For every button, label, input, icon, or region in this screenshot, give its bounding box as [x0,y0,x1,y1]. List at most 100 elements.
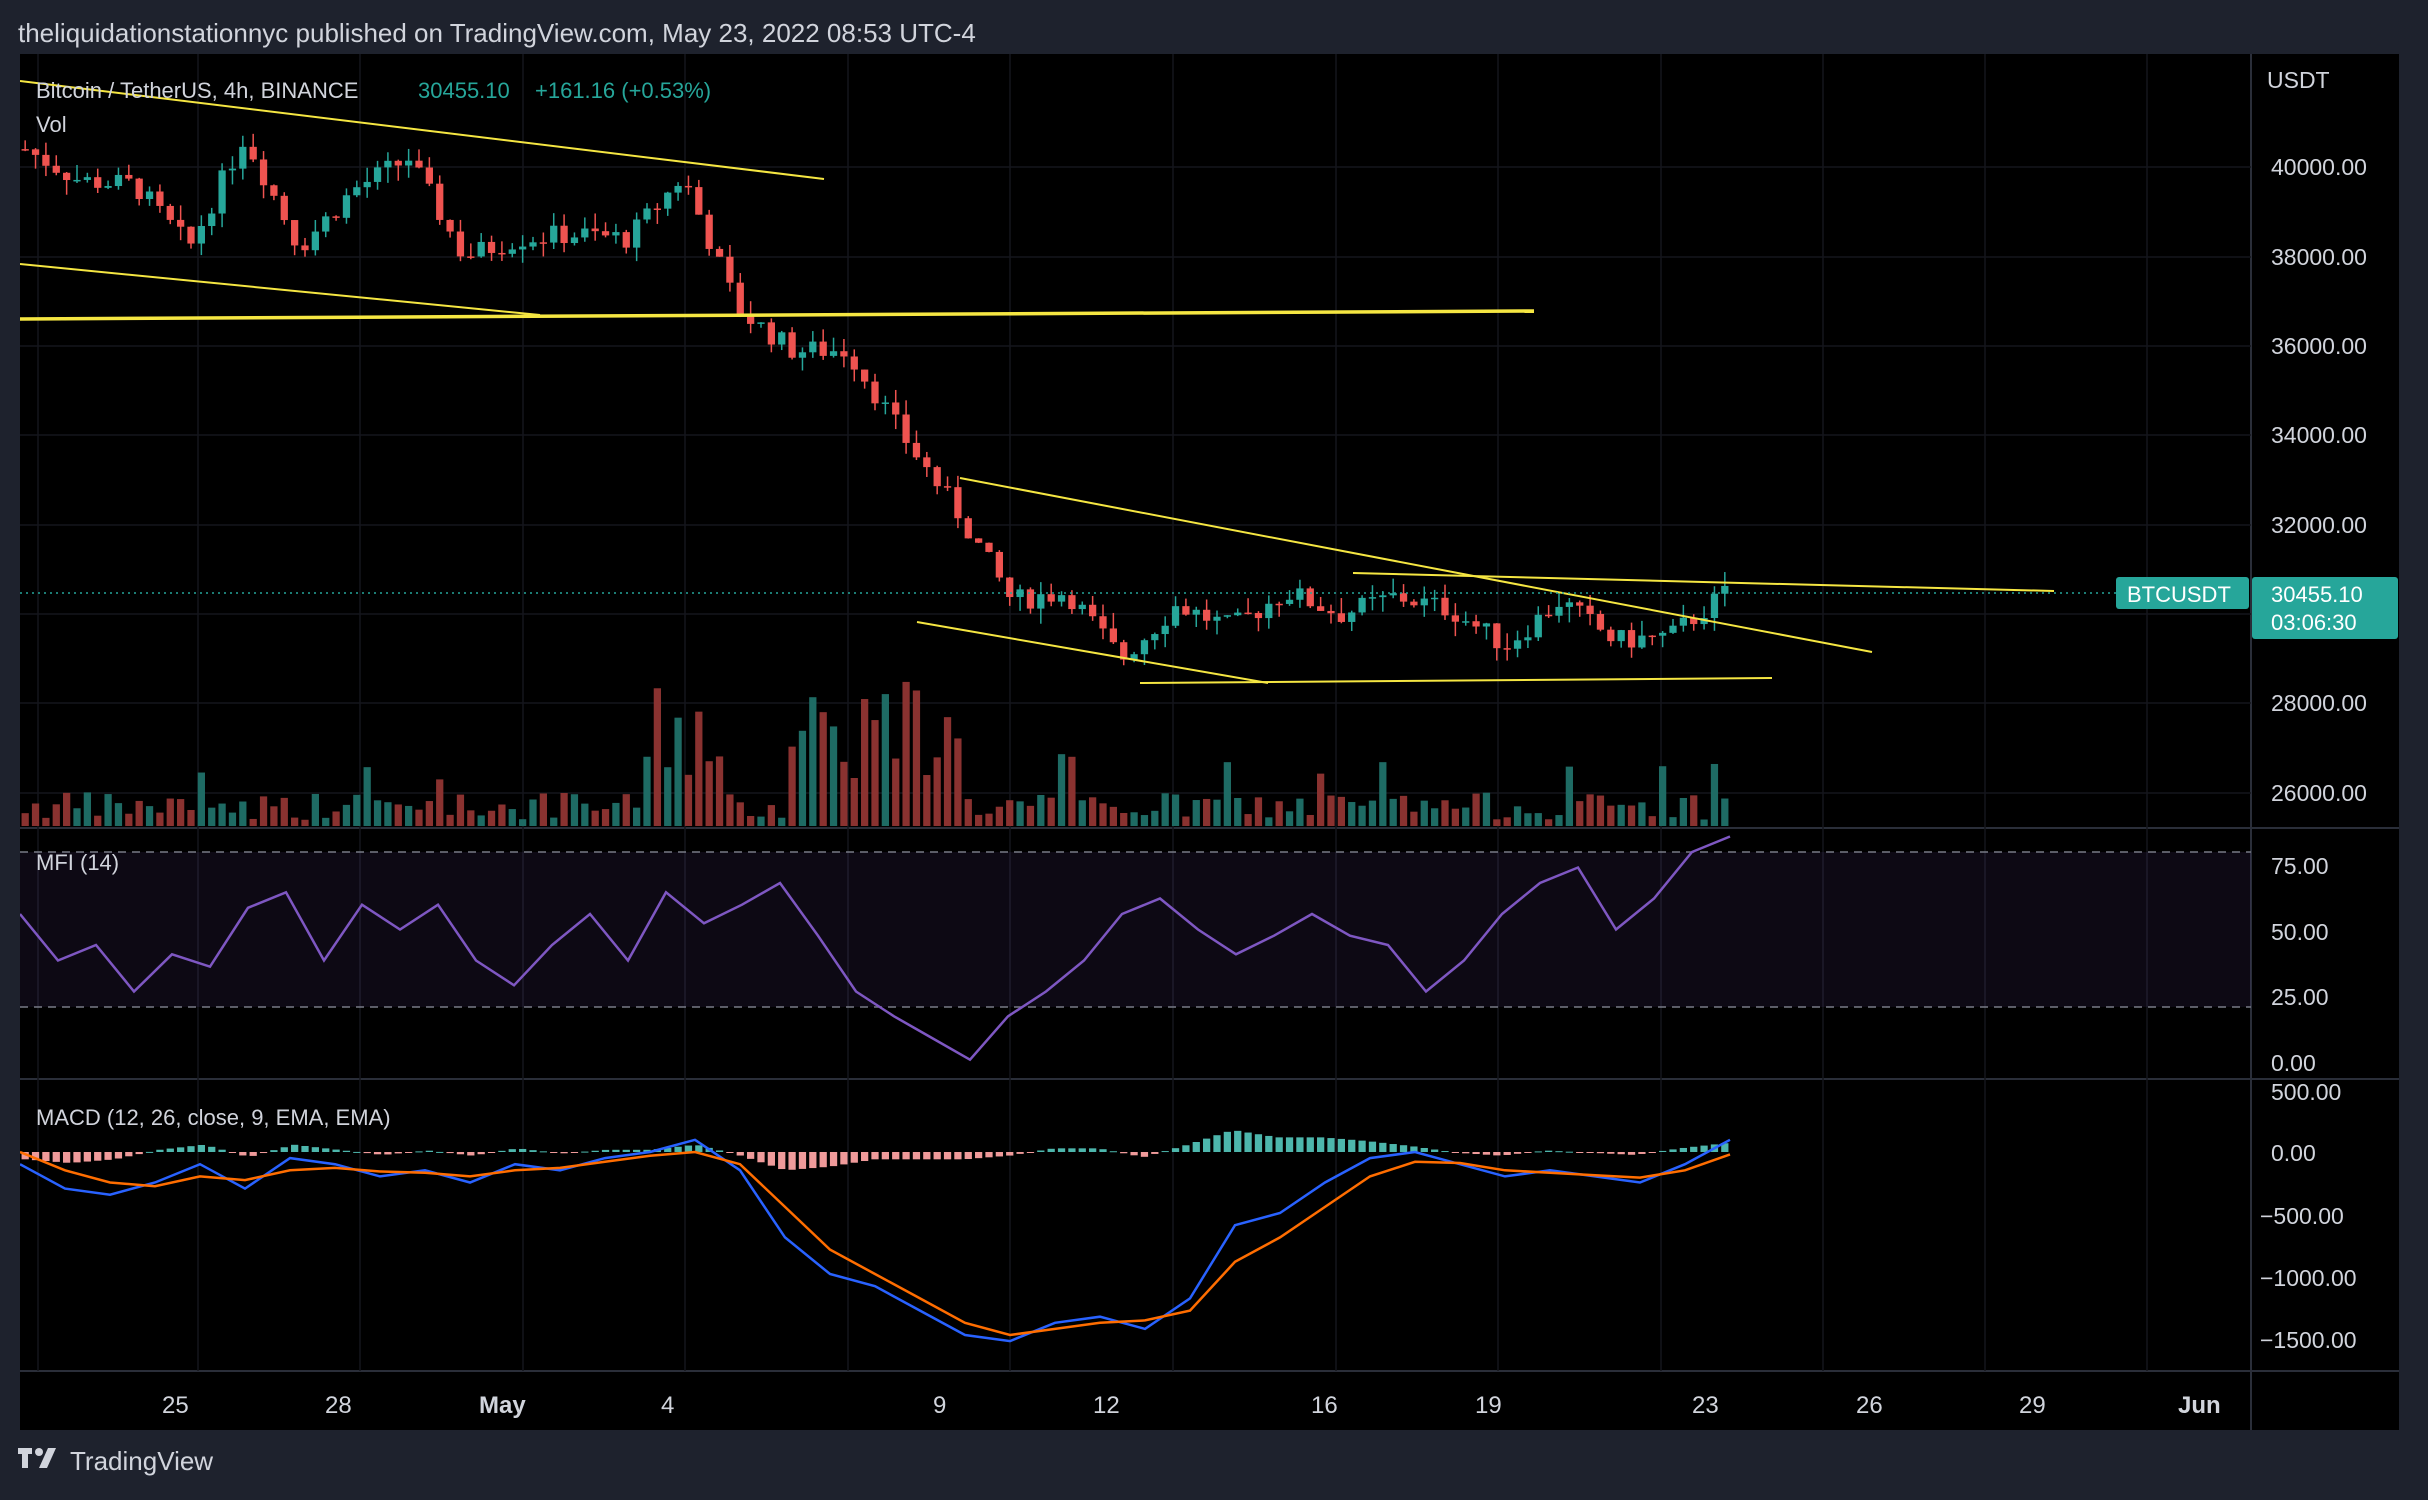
volume-bar [1493,819,1501,826]
footer-brand[interactable]: TradingView [70,1446,214,1476]
macd-hist-bar [218,1149,226,1152]
volume-bar [798,730,807,826]
candle-body [581,228,589,238]
macd-scale[interactable]: 500.00 0.00 −500.00 −1000.00 −1500.00 [2260,1079,2357,1353]
volume-bar [1192,800,1200,826]
volume-bar [1617,804,1625,826]
volume-bar [601,809,610,826]
macd-hist-bar [1524,1152,1532,1153]
macd-hist-bar [570,1152,579,1153]
candle-body [104,186,112,188]
trendline-range-high [1352,572,2055,592]
price-tick: 40000.00 [2271,154,2367,180]
volume-bar [850,777,858,826]
macd-hist-bar [94,1152,102,1161]
candle-body [135,178,143,200]
trendline-upper-channel [19,80,825,180]
volume-bar [1368,800,1377,826]
candle-body [1317,606,1325,611]
price-scale[interactable]: USDT 40000.00 38000.00 36000.00 34000.00… [2267,67,2367,806]
trendline-range-low [1139,677,1773,684]
macd-hist-bar [1513,1152,1522,1154]
macd-hist-bar [892,1152,900,1160]
macd-hist-bar [861,1152,869,1162]
candle-body [601,231,610,236]
volume-bar [1213,799,1221,826]
candle-body [1513,640,1522,649]
macd-hist-bar [695,1145,703,1152]
macd-hist-bar [21,1152,29,1160]
candle-body [456,231,465,257]
candle-body [1700,617,1708,625]
candle-body [933,467,941,487]
volume-bar [539,793,547,826]
candle-body [747,316,755,324]
volume-bar [1648,816,1656,826]
macd-line [19,1138,1731,1343]
volume-bar [446,814,454,826]
volume-bar [342,804,351,826]
macd-hist-bar [1576,1152,1584,1153]
candle-body [1285,599,1294,604]
candle-body [1534,614,1542,638]
macd-hist-bar [477,1152,485,1155]
volume-bar [1596,795,1605,826]
macd-hist-bar [384,1152,392,1155]
volume-bar [187,809,195,826]
macd-hist-bar [280,1147,288,1152]
candle-body [995,551,1003,578]
candle-body [425,167,433,184]
macd-hist-bar [83,1152,91,1162]
trendline-wedge-lower [916,621,1269,684]
volume-bar [1627,805,1636,826]
macd-label[interactable]: MACD (12, 26, close, 9, EMA, EMA) [36,1105,391,1130]
macd-tick: −1000.00 [2260,1265,2357,1291]
legend-vol[interactable]: Vol [36,112,67,137]
volume-bar [840,761,848,826]
macd-hist-bar [1721,1143,1729,1152]
candle-body [1710,593,1719,618]
macd-hist-bar [539,1151,547,1153]
mfi-label[interactable]: MFI (14) [36,850,119,875]
price-tick: 34000.00 [2271,422,2367,448]
candle-body [42,154,50,166]
candle-body [239,146,247,169]
volume-bar [73,808,81,826]
candle-body [1037,594,1045,609]
volume-bar [1441,800,1449,826]
volume-bar [94,815,102,826]
macd-hist-bar [1368,1141,1377,1152]
candle-body [902,414,910,443]
macd-hist-bar [850,1152,858,1163]
candle-body [695,187,703,215]
volume-bar [581,803,589,826]
volume-bar [498,804,506,826]
volume-bar [829,726,838,826]
volume-bar [1151,810,1159,826]
macd-hist-bar [156,1149,164,1152]
legend-symbol[interactable]: Bitcoin / TetherUS, 4h, BINANCE [36,78,358,103]
volume-bar [301,819,309,826]
candle-body [1337,613,1345,622]
tradingview-logo-icon[interactable] [18,1446,60,1477]
trendline-support [19,309,1535,321]
candle-body [1296,588,1304,600]
macd-hist-bar [902,1152,910,1160]
volume-bar [415,809,423,826]
candle-body [1089,604,1097,617]
macd-hist-bar [881,1152,889,1160]
time-axis[interactable]: 25 28 May 4 9 12 16 19 23 26 29 Jun [162,1392,2221,1419]
volume-bar [747,815,755,826]
volume-bar [394,804,402,826]
candle-body [1016,589,1024,598]
macd-hist-bar [1037,1150,1045,1152]
mfi-scale[interactable]: 75.00 50.00 25.00 0.00 [2271,853,2329,1076]
volume-bar [560,792,568,826]
candle-body [1617,630,1625,642]
chart-svg: Bitcoin / TetherUS, 4h, BINANCE 30455.10… [19,54,2399,1430]
volume-bar [1690,795,1698,826]
time-tick: 16 [1311,1392,1338,1419]
time-tick: 4 [661,1392,674,1419]
macd-hist-bar [1627,1152,1636,1155]
volume-bar [1234,797,1242,826]
